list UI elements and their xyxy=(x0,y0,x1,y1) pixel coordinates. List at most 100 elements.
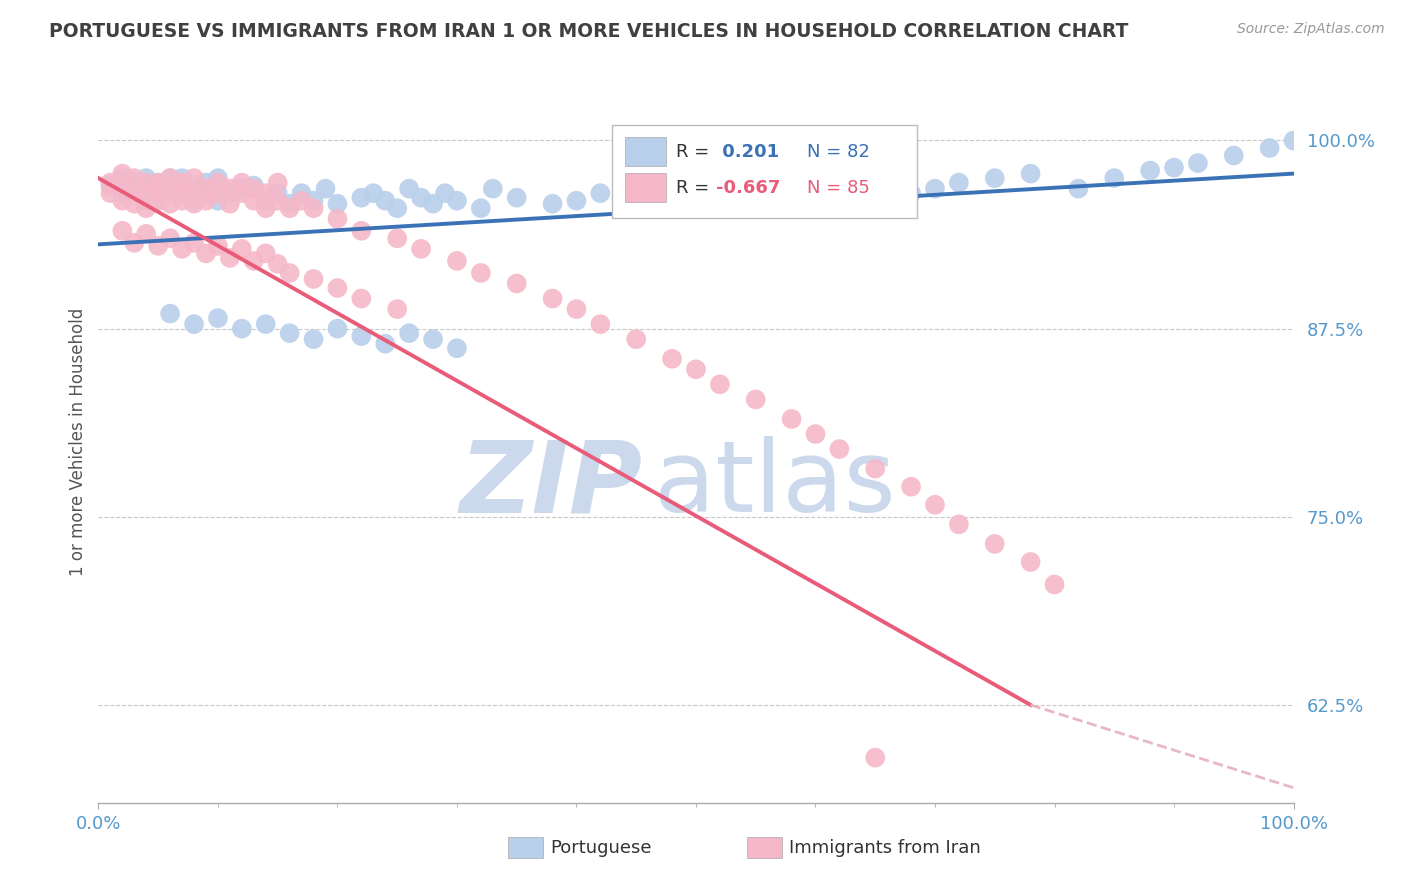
Point xyxy=(254,194,277,208)
Point xyxy=(1043,577,1066,591)
Point xyxy=(470,201,492,215)
Point xyxy=(948,517,970,532)
Point xyxy=(350,224,373,238)
Point xyxy=(780,412,803,426)
Point xyxy=(135,201,157,215)
Point xyxy=(135,194,157,208)
Point xyxy=(207,176,229,190)
Text: Immigrants from Iran: Immigrants from Iran xyxy=(789,838,981,856)
Point xyxy=(195,176,218,190)
Point xyxy=(626,332,648,346)
Text: Source: ZipAtlas.com: Source: ZipAtlas.com xyxy=(1237,22,1385,37)
FancyBboxPatch shape xyxy=(613,125,917,218)
Point xyxy=(159,196,181,211)
Point xyxy=(159,186,181,201)
Point xyxy=(124,176,146,190)
Point xyxy=(865,750,887,764)
Point xyxy=(984,537,1007,551)
Point xyxy=(135,171,157,186)
Point xyxy=(302,194,325,208)
Point xyxy=(148,182,170,196)
Point xyxy=(422,196,444,211)
Text: R =: R = xyxy=(676,179,714,197)
Point xyxy=(446,194,468,208)
Point xyxy=(98,186,122,201)
Text: 0.201: 0.201 xyxy=(716,143,779,161)
Point xyxy=(865,176,887,190)
Text: ZIP: ZIP xyxy=(460,436,643,533)
Point xyxy=(326,321,349,335)
Point xyxy=(506,191,529,205)
Point xyxy=(565,194,588,208)
FancyBboxPatch shape xyxy=(626,173,666,202)
Point xyxy=(243,182,266,196)
Point xyxy=(900,480,922,494)
Point xyxy=(948,176,970,190)
Point xyxy=(195,194,218,208)
Point xyxy=(398,182,420,196)
Point xyxy=(780,194,803,208)
Point xyxy=(243,178,266,193)
Point xyxy=(278,266,301,280)
Point xyxy=(326,196,349,211)
Point xyxy=(231,182,253,196)
Point xyxy=(315,182,337,196)
Point xyxy=(828,182,851,196)
Point xyxy=(98,178,122,193)
Point xyxy=(446,253,468,268)
Point xyxy=(207,171,229,186)
Point xyxy=(411,191,433,205)
Point xyxy=(828,442,851,456)
Point xyxy=(589,186,612,201)
Point xyxy=(231,186,253,201)
Point xyxy=(148,186,170,201)
Point xyxy=(111,224,134,238)
Point xyxy=(183,235,205,250)
Point xyxy=(124,171,146,186)
Point xyxy=(172,194,194,208)
Point xyxy=(124,235,146,250)
Point xyxy=(326,211,349,226)
Text: -0.667: -0.667 xyxy=(716,179,780,197)
Point xyxy=(661,194,683,208)
Point xyxy=(111,178,134,193)
Point xyxy=(159,307,181,321)
Point xyxy=(159,182,181,196)
Point xyxy=(1282,134,1305,148)
Point xyxy=(159,231,181,245)
Point xyxy=(1223,148,1246,162)
Point xyxy=(172,186,194,201)
Point xyxy=(135,227,157,241)
Point xyxy=(302,272,325,286)
Point xyxy=(98,176,122,190)
Point xyxy=(411,242,433,256)
Point xyxy=(326,281,349,295)
Point xyxy=(183,186,205,201)
Point xyxy=(254,186,277,201)
Point xyxy=(398,326,420,341)
Point xyxy=(148,176,170,190)
Point xyxy=(685,196,707,211)
Point xyxy=(661,351,683,366)
Point xyxy=(183,194,205,208)
Point xyxy=(626,182,648,196)
Point xyxy=(111,171,134,186)
Point xyxy=(804,427,827,442)
Point xyxy=(148,176,170,190)
Point xyxy=(207,239,229,253)
Text: Portuguese: Portuguese xyxy=(550,838,651,856)
Point xyxy=(254,201,277,215)
Point xyxy=(183,182,205,196)
Point xyxy=(804,186,827,201)
Point xyxy=(374,336,396,351)
Point xyxy=(195,182,218,196)
Point xyxy=(254,317,277,331)
Point xyxy=(135,176,157,190)
Point xyxy=(541,196,564,211)
Point xyxy=(148,194,170,208)
Point xyxy=(159,171,181,186)
Point xyxy=(267,257,290,271)
Point xyxy=(1258,141,1281,155)
Point xyxy=(195,246,218,260)
Point xyxy=(302,332,325,346)
